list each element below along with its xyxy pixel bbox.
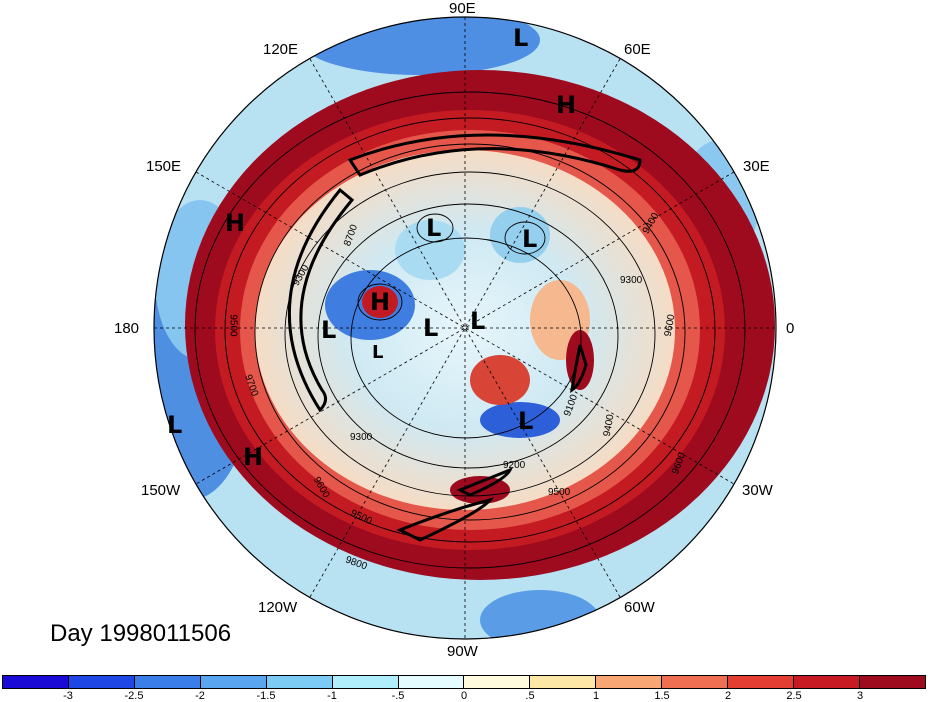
colorbar-tick-label: -2 xyxy=(195,690,205,702)
colorbar-swatch xyxy=(68,676,135,688)
colorbar-tick-label: 1.5 xyxy=(654,690,670,702)
colorbar-tick-label: 1 xyxy=(592,690,600,702)
lon-label-60w: 60W xyxy=(624,599,655,616)
colorbar-swatch xyxy=(530,676,597,688)
lon-label-90w: 90W xyxy=(447,643,478,660)
colorbar-swatch xyxy=(332,676,399,688)
colorbar-swatch xyxy=(266,676,333,688)
colorbar-swatch xyxy=(464,676,531,688)
colorbar-tick-label: 2 xyxy=(724,690,732,702)
lon-label-30e: 30E xyxy=(743,158,770,175)
contour-label: 9500 xyxy=(548,487,571,498)
lon-label-0: 0 xyxy=(786,320,795,337)
colorbar-swatch xyxy=(662,676,729,688)
contour-label: 9300 xyxy=(350,432,373,443)
low-pressure-marker: L xyxy=(518,407,534,435)
contour-label: 9300 xyxy=(620,275,643,286)
colorbar-swatch xyxy=(728,676,795,688)
colorbar-tick-label: .5 xyxy=(525,690,535,702)
low-pressure-marker: L xyxy=(423,314,439,342)
high-pressure-marker: H xyxy=(556,91,577,119)
low-pressure-marker: L xyxy=(522,225,538,253)
colorbar-swatch xyxy=(596,676,663,688)
colorbar-tick-label: 2.5 xyxy=(786,690,802,702)
colorbar-swatch xyxy=(200,676,267,688)
low-pressure-marker: L xyxy=(167,411,183,439)
low-pressure-marker: L xyxy=(513,24,529,52)
high-pressure-marker: H xyxy=(370,288,391,316)
lon-label-120e: 120E xyxy=(263,41,299,58)
colorbar xyxy=(2,675,926,689)
lon-label-150w: 150W xyxy=(141,482,181,499)
colorbar-tick-label: -1.5 xyxy=(256,690,276,702)
colorbar-tick-label: -3 xyxy=(63,690,73,702)
lon-label-180: 180 xyxy=(114,320,140,337)
lon-label-90e: 90E xyxy=(449,0,476,17)
low-pressure-marker: L xyxy=(426,214,442,242)
lon-label-30w: 30W xyxy=(742,482,773,499)
colorbar-swatch xyxy=(859,676,925,688)
colorbar-swatch xyxy=(3,676,69,688)
colorbar-tick-label: 0 xyxy=(460,690,468,702)
lon-label-150e: 150E xyxy=(146,158,182,175)
low-pressure-marker: L xyxy=(321,316,337,344)
high-pressure-marker: H xyxy=(225,209,246,237)
map-boundary xyxy=(153,16,777,640)
colorbar-tick-label: -1 xyxy=(327,690,337,702)
high-pressure-marker: H xyxy=(243,443,264,471)
contour-label: 9200 xyxy=(503,460,526,471)
date-title: Day 1998011506 xyxy=(50,620,232,647)
low-pressure-marker: L xyxy=(470,307,486,335)
colorbar-swatch xyxy=(134,676,201,688)
contour-label: 9500 xyxy=(227,314,239,337)
colorbar-swatch xyxy=(398,676,465,688)
low-pressure-marker: L xyxy=(372,342,384,363)
colorbar-tick-label: 3 xyxy=(856,690,864,702)
colorbar-tick-label: -.5 xyxy=(391,690,405,702)
lon-label-60e: 60E xyxy=(624,41,651,58)
colorbar-swatch xyxy=(794,676,860,688)
colorbar-tick-label: -2.5 xyxy=(124,690,144,702)
lon-label-120w: 120W xyxy=(258,599,298,616)
